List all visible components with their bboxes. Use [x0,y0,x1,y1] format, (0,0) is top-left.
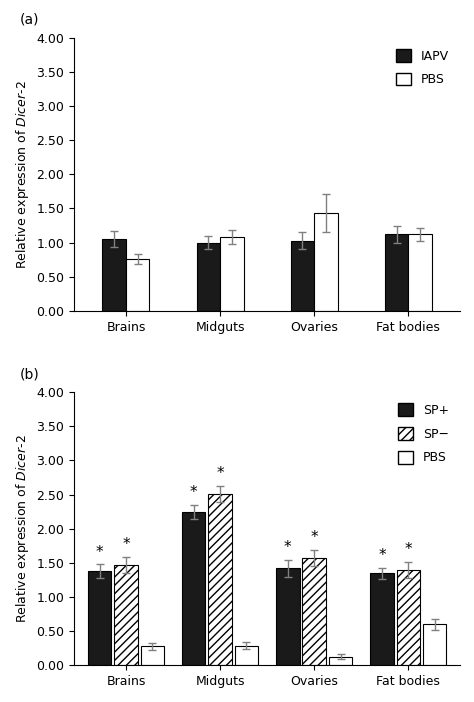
Bar [182,512,206,665]
Bar [235,646,258,665]
Bar [302,558,326,665]
Bar [329,656,352,665]
Bar [140,647,164,665]
Text: *: * [310,530,318,545]
Text: (a): (a) [20,13,40,27]
Text: *: * [190,485,198,500]
Text: *: * [284,541,292,555]
Bar [314,213,338,311]
Bar [88,571,111,665]
Bar [397,570,420,665]
Bar [370,574,394,665]
Text: *: * [122,537,130,552]
Text: *: * [96,545,103,559]
Bar [385,234,408,311]
Bar [197,243,220,311]
Bar [208,494,232,665]
Y-axis label: Relative expression of $\it{Dicer}$-$\it{2}$: Relative expression of $\it{Dicer}$-$\it… [14,80,31,269]
Legend: SP+, SP−, PBS: SP+, SP−, PBS [393,399,454,470]
Bar [220,237,244,311]
Y-axis label: Relative expression of $\it{Dicer}$-$\it{2}$: Relative expression of $\it{Dicer}$-$\it… [14,435,31,623]
Bar [408,234,432,311]
Text: *: * [378,548,386,563]
Bar [276,569,300,665]
Bar [102,239,126,311]
Bar [126,259,149,311]
Text: *: * [404,542,412,557]
Text: *: * [216,466,224,481]
Bar [291,241,314,311]
Legend: IAPV, PBS: IAPV, PBS [391,44,454,91]
Text: (b): (b) [20,367,40,381]
Bar [114,565,138,665]
Bar [423,624,447,665]
